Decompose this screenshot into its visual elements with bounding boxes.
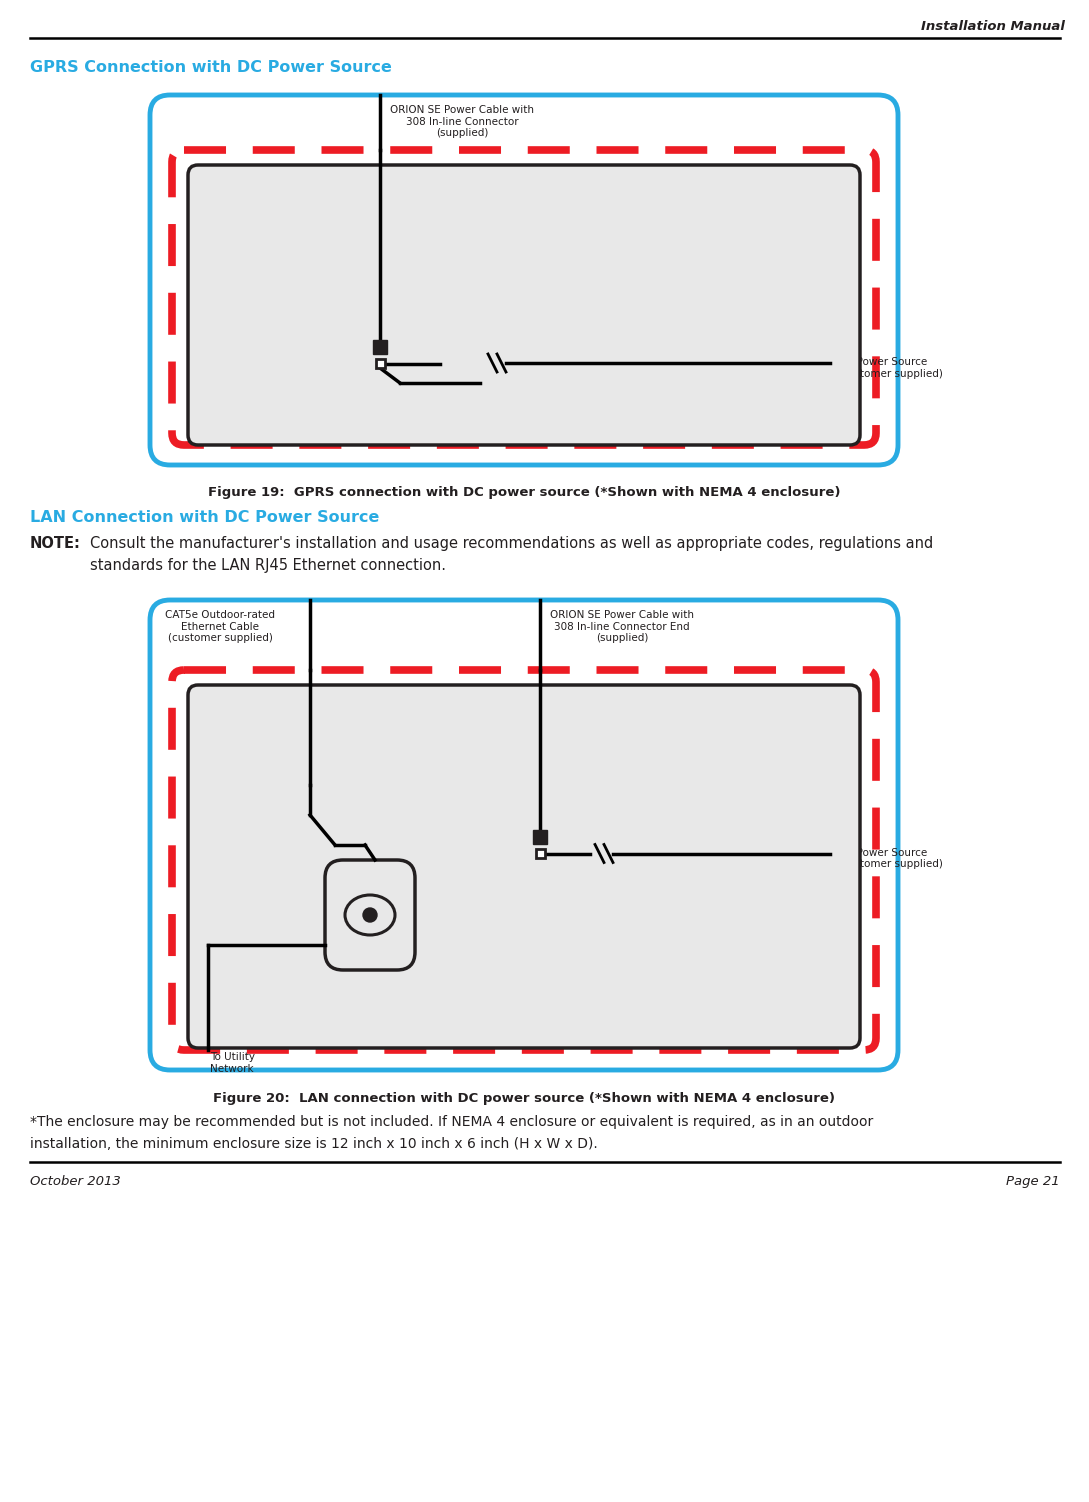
Text: standards for the LAN RJ45 Ethernet connection.: standards for the LAN RJ45 Ethernet conn…	[90, 559, 446, 572]
Text: NOTE:: NOTE:	[30, 536, 81, 551]
Text: October 2013: October 2013	[30, 1175, 121, 1188]
Bar	[376, 359, 384, 368]
Text: installation, the minimum enclosure size is 12 inch x 10 inch x 6 inch (H x W x : installation, the minimum enclosure size…	[30, 1137, 598, 1151]
Text: GPRS Connection with DC Power Source: GPRS Connection with DC Power Source	[30, 60, 392, 75]
Text: DC Power Source
(customer supplied): DC Power Source (customer supplied)	[839, 357, 943, 379]
Text: Figure 19:  GPRS connection with DC power source (*Shown with NEMA 4 enclosure): Figure 19: GPRS connection with DC power…	[208, 487, 841, 499]
Text: Consult the manufacturer's installation and usage recommendations as well as app: Consult the manufacturer's installation …	[90, 536, 933, 551]
Bar	[536, 849, 544, 858]
Circle shape	[363, 909, 377, 922]
Bar	[374, 339, 387, 354]
FancyBboxPatch shape	[188, 685, 860, 1048]
Text: ORION SE Power Cable with
308 In-line Connector
(supplied): ORION SE Power Cable with 308 In-line Co…	[390, 105, 534, 138]
Text: To Utility
Network: To Utility Network	[210, 1051, 255, 1074]
Text: ORION SE Power Cable with
308 In-line Connector End
(supplied): ORION SE Power Cable with 308 In-line Co…	[550, 610, 694, 643]
FancyBboxPatch shape	[325, 861, 415, 970]
Text: 10-foot DC Power Source
Cable with 308 In-line
Connector End (supplied): 10-foot DC Power Source Cable with 308 I…	[555, 864, 687, 897]
Text: *The enclosure may be recommended but is not included. If NEMA 4 enclosure or eq: *The enclosure may be recommended but is…	[30, 1114, 873, 1130]
Text: CAT5e Outdoor-rated
Ethernet Cable
(customer supplied): CAT5e Outdoor-rated Ethernet Cable (cust…	[166, 610, 276, 643]
FancyBboxPatch shape	[150, 599, 898, 1069]
Text: 10-foot DC Power Source Cable
with 308 In-line Connector End
(supplied): 10-foot DC Power Source Cable with 308 I…	[294, 376, 456, 409]
Text: Installation Manual: Installation Manual	[921, 20, 1065, 33]
Text: DC Power Source
(customer supplied): DC Power Source (customer supplied)	[839, 847, 943, 870]
FancyBboxPatch shape	[150, 95, 898, 466]
Text: LAN Connection with DC Power Source: LAN Connection with DC Power Source	[30, 511, 379, 526]
FancyBboxPatch shape	[188, 165, 860, 445]
Text: Figure 20:  LAN connection with DC power source (*Shown with NEMA 4 enclosure): Figure 20: LAN connection with DC power …	[213, 1092, 835, 1105]
Text: Page 21: Page 21	[1006, 1175, 1060, 1188]
Text: LAN RJ45 Ethernet
Connection
(customer
supplied): LAN RJ45 Ethernet Connection (customer s…	[420, 898, 516, 942]
Bar	[533, 831, 547, 844]
